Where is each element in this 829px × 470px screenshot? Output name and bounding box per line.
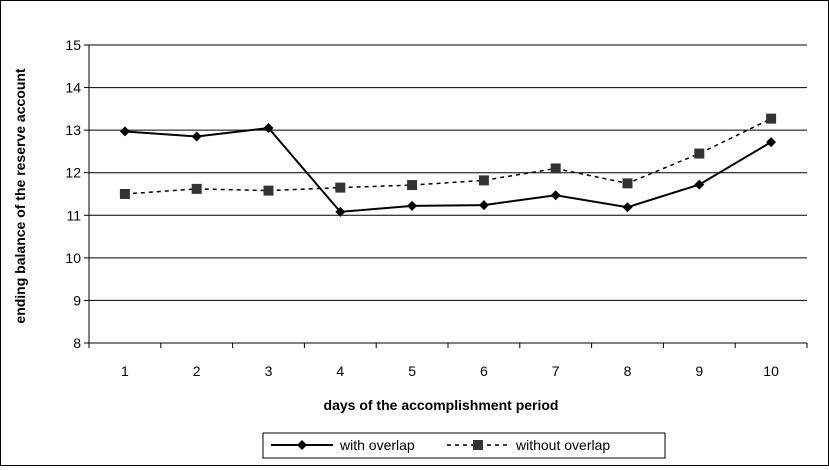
- data-point-with-overlap: [478, 200, 489, 211]
- legend-marker-without-overlap: [473, 440, 483, 450]
- y-tick-label: 14: [65, 80, 81, 96]
- y-tick-labels: 8 9 10 11 12 13 14 15: [65, 37, 81, 351]
- data-point-with-overlap: [335, 206, 346, 217]
- data-point-without-overlap: [263, 185, 274, 196]
- legend-marker-with-overlap: [297, 440, 307, 450]
- data-point-with-overlap: [191, 131, 202, 142]
- data-point-with-overlap: [263, 123, 274, 134]
- data-point-with-overlap: [407, 200, 418, 211]
- data-point-without-overlap: [694, 148, 705, 159]
- x-tick-label: 7: [552, 363, 560, 379]
- x-tick-label: 3: [265, 363, 273, 379]
- legend-label-with-overlap: with overlap: [339, 437, 415, 453]
- series-line-without-overlap: [124, 117, 772, 195]
- data-point-with-overlap: [766, 137, 777, 148]
- series: [119, 113, 777, 217]
- x-tick-label: 1: [121, 363, 129, 379]
- series-line-with-overlap: [124, 126, 772, 213]
- x-tick-label: 2: [193, 363, 201, 379]
- data-point-without-overlap: [478, 175, 489, 186]
- data-point-with-overlap: [550, 190, 561, 201]
- x-tick-label: 6: [480, 363, 488, 379]
- legend: with overlap without overlap: [262, 432, 666, 459]
- x-tick-label: 8: [624, 363, 632, 379]
- y-tick-label: 8: [73, 335, 81, 351]
- y-tick-label: 11: [66, 207, 81, 223]
- data-point-with-overlap: [622, 202, 633, 213]
- data-point-with-overlap: [119, 126, 130, 137]
- x-tick-labels: 1 2 3 4 5 6 7 8 9 10: [121, 363, 779, 379]
- data-point-without-overlap: [119, 189, 130, 199]
- data-point-without-overlap: [335, 182, 346, 193]
- data-point-without-overlap: [550, 163, 561, 174]
- x-tick-label: 9: [695, 363, 703, 379]
- axes: [84, 44, 808, 348]
- y-tick-label: 12: [65, 165, 81, 181]
- y-tick-label: 13: [65, 122, 81, 138]
- x-tick-label: 10: [763, 363, 779, 379]
- data-point-without-overlap: [191, 183, 202, 194]
- data-point-without-overlap: [622, 178, 633, 189]
- data-point-with-overlap: [694, 179, 705, 190]
- data-point-without-overlap: [407, 180, 418, 191]
- x-tick-label: 4: [336, 363, 344, 379]
- x-tick-label: 5: [408, 363, 416, 379]
- y-tick-label: 15: [65, 37, 81, 53]
- y-tick-label: 9: [73, 292, 81, 308]
- y-axis-title: ending balance of the reserve account: [12, 68, 28, 324]
- y-tick-label: 10: [65, 250, 81, 266]
- x-axis-title: days of the accomplishment period: [324, 397, 559, 413]
- legend-label-without-overlap: without overlap: [515, 437, 610, 453]
- data-point-without-overlap: [766, 113, 777, 124]
- grid-lines: [89, 44, 807, 301]
